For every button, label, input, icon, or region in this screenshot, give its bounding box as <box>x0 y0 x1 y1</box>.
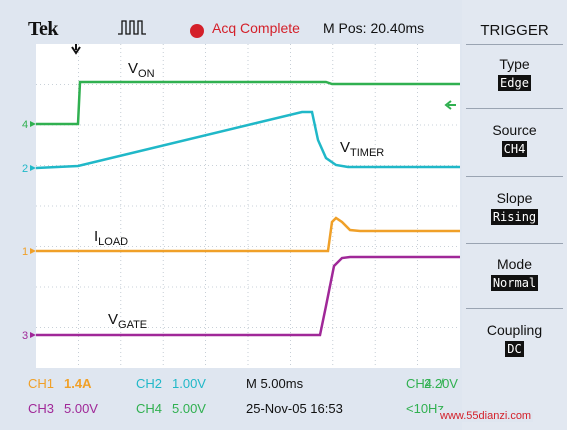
waveform-iload <box>36 216 460 253</box>
trigger-frequency: <10Hz <box>406 401 444 416</box>
label-vtimer: VTIMER <box>340 139 384 159</box>
timebase: M 5.00ms <box>246 376 304 391</box>
waveform-display[interactable]: VON VTIMER ILOAD VGATE <box>36 44 460 368</box>
trigger-state-icon <box>118 20 146 35</box>
marker-ch4: 4 <box>22 119 28 131</box>
menu-title: TRIGGER <box>480 22 549 39</box>
waveform-vgate <box>36 255 460 337</box>
label-vgate: VGATE <box>108 311 147 331</box>
label-von: VON <box>128 60 155 80</box>
marker-ch3: 3 <box>22 330 28 342</box>
menu-item-mode[interactable]: Mode Normal <box>490 256 539 291</box>
trigger-level-arrow-icon <box>444 100 456 110</box>
menu-item-source[interactable]: Source CH4 <box>492 122 537 157</box>
horizontal-position: M Pos: 20.40ms <box>323 20 425 36</box>
ch3-name: CH3 <box>28 401 55 416</box>
datetime: 25-Nov-05 16:53 <box>246 401 343 416</box>
waveform-von <box>36 80 460 126</box>
status-readout: CH1 1.4A CH2 1.00V M 5.00ms CH4 / CH3 5.… <box>0 370 462 430</box>
menu-item-slope[interactable]: Slope Rising <box>490 190 539 225</box>
scope-header: Tek Acq Complete M Pos: 20.40ms <box>0 0 462 44</box>
ch1-scale: 1.4A <box>64 376 92 391</box>
trigger-position-arrow-icon <box>71 44 81 55</box>
ch2-scale: 1.00V <box>172 376 206 391</box>
ch4-scale: 5.00V <box>172 401 206 416</box>
ch1-name: CH1 <box>28 376 55 391</box>
menu-item-type[interactable]: Type Edge <box>498 56 531 91</box>
trigger-level: 2.20V <box>424 376 458 391</box>
trigger-slope: / <box>440 376 444 391</box>
trigger-channel: CH4 <box>406 376 433 391</box>
marker-ch1: 1 <box>22 246 28 258</box>
ch3-scale: 5.00V <box>64 401 98 416</box>
waveform-vtimer <box>36 110 460 170</box>
ch2-name: CH2 <box>136 376 163 391</box>
watermark: www.55dianzi.com <box>438 410 534 422</box>
menu-item-coupling[interactable]: Coupling DC <box>486 322 543 357</box>
channel-markers: 4 2 1 3 <box>22 119 36 342</box>
brand-logo: Tek <box>28 18 59 40</box>
acq-status-dot-icon <box>190 24 204 38</box>
marker-ch2: 2 <box>22 163 28 175</box>
ch4-name: CH4 <box>136 401 163 416</box>
label-iload: ILOAD <box>94 228 128 248</box>
acq-status: Acq Complete <box>212 20 300 36</box>
trigger-side-menu: TRIGGER Type Edge Source CH4 Slope Risin… <box>462 0 567 430</box>
